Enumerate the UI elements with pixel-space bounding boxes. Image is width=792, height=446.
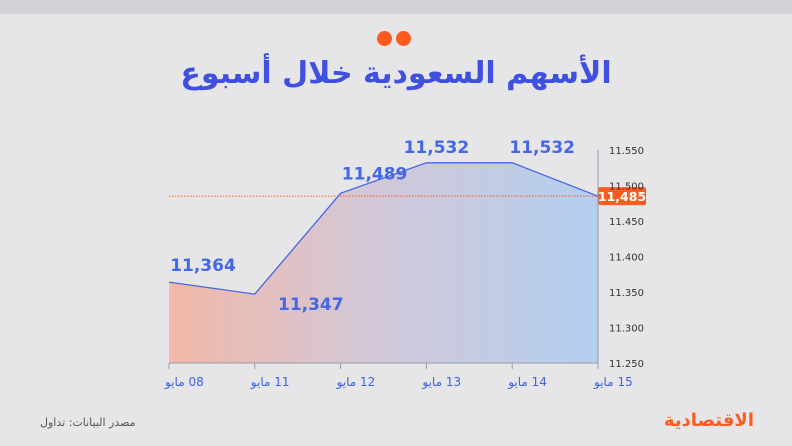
y-tick-label: 11.500 bbox=[609, 182, 644, 193]
y-tick-label: 11.450 bbox=[609, 217, 644, 228]
y-tick-label: 11.300 bbox=[609, 324, 644, 335]
data-label: 11,532 bbox=[404, 138, 470, 158]
y-tick-label: 11.350 bbox=[609, 288, 644, 299]
top-bar bbox=[0, 0, 792, 14]
x-tick-label: 14 مايو bbox=[507, 375, 547, 390]
data-label: 11,364 bbox=[170, 256, 236, 276]
x-tick-label: 13 مايو bbox=[421, 375, 461, 390]
data-label: 11,347 bbox=[278, 295, 344, 315]
area-fill bbox=[169, 162, 598, 363]
reference-label: 11,485 bbox=[598, 189, 646, 204]
dot-decoration bbox=[396, 31, 411, 46]
y-tick-label: 11.250 bbox=[609, 359, 644, 370]
data-label: 11,532 bbox=[509, 138, 575, 158]
series-line bbox=[168, 162, 599, 295]
data-label: 11,489 bbox=[342, 164, 408, 184]
source-note: مصدر البيانات: تداول bbox=[40, 416, 136, 429]
brand-logo: الاقتصادية bbox=[663, 410, 754, 431]
brand-dots bbox=[377, 31, 411, 46]
y-tick-label: 11.550 bbox=[609, 146, 644, 157]
y-tick-label: 11.400 bbox=[609, 253, 644, 264]
x-tick-label: 08 مايو bbox=[164, 375, 204, 390]
reference-badge bbox=[598, 187, 646, 206]
x-tick-label: 15 مايو bbox=[593, 375, 633, 390]
x-tick-label: 12 مايو bbox=[336, 375, 376, 390]
dot-decoration bbox=[377, 31, 392, 46]
x-tick-label: 11 مايو bbox=[250, 375, 290, 390]
chart-title: الأسهم السعودية خلال أسبوع bbox=[180, 56, 612, 91]
